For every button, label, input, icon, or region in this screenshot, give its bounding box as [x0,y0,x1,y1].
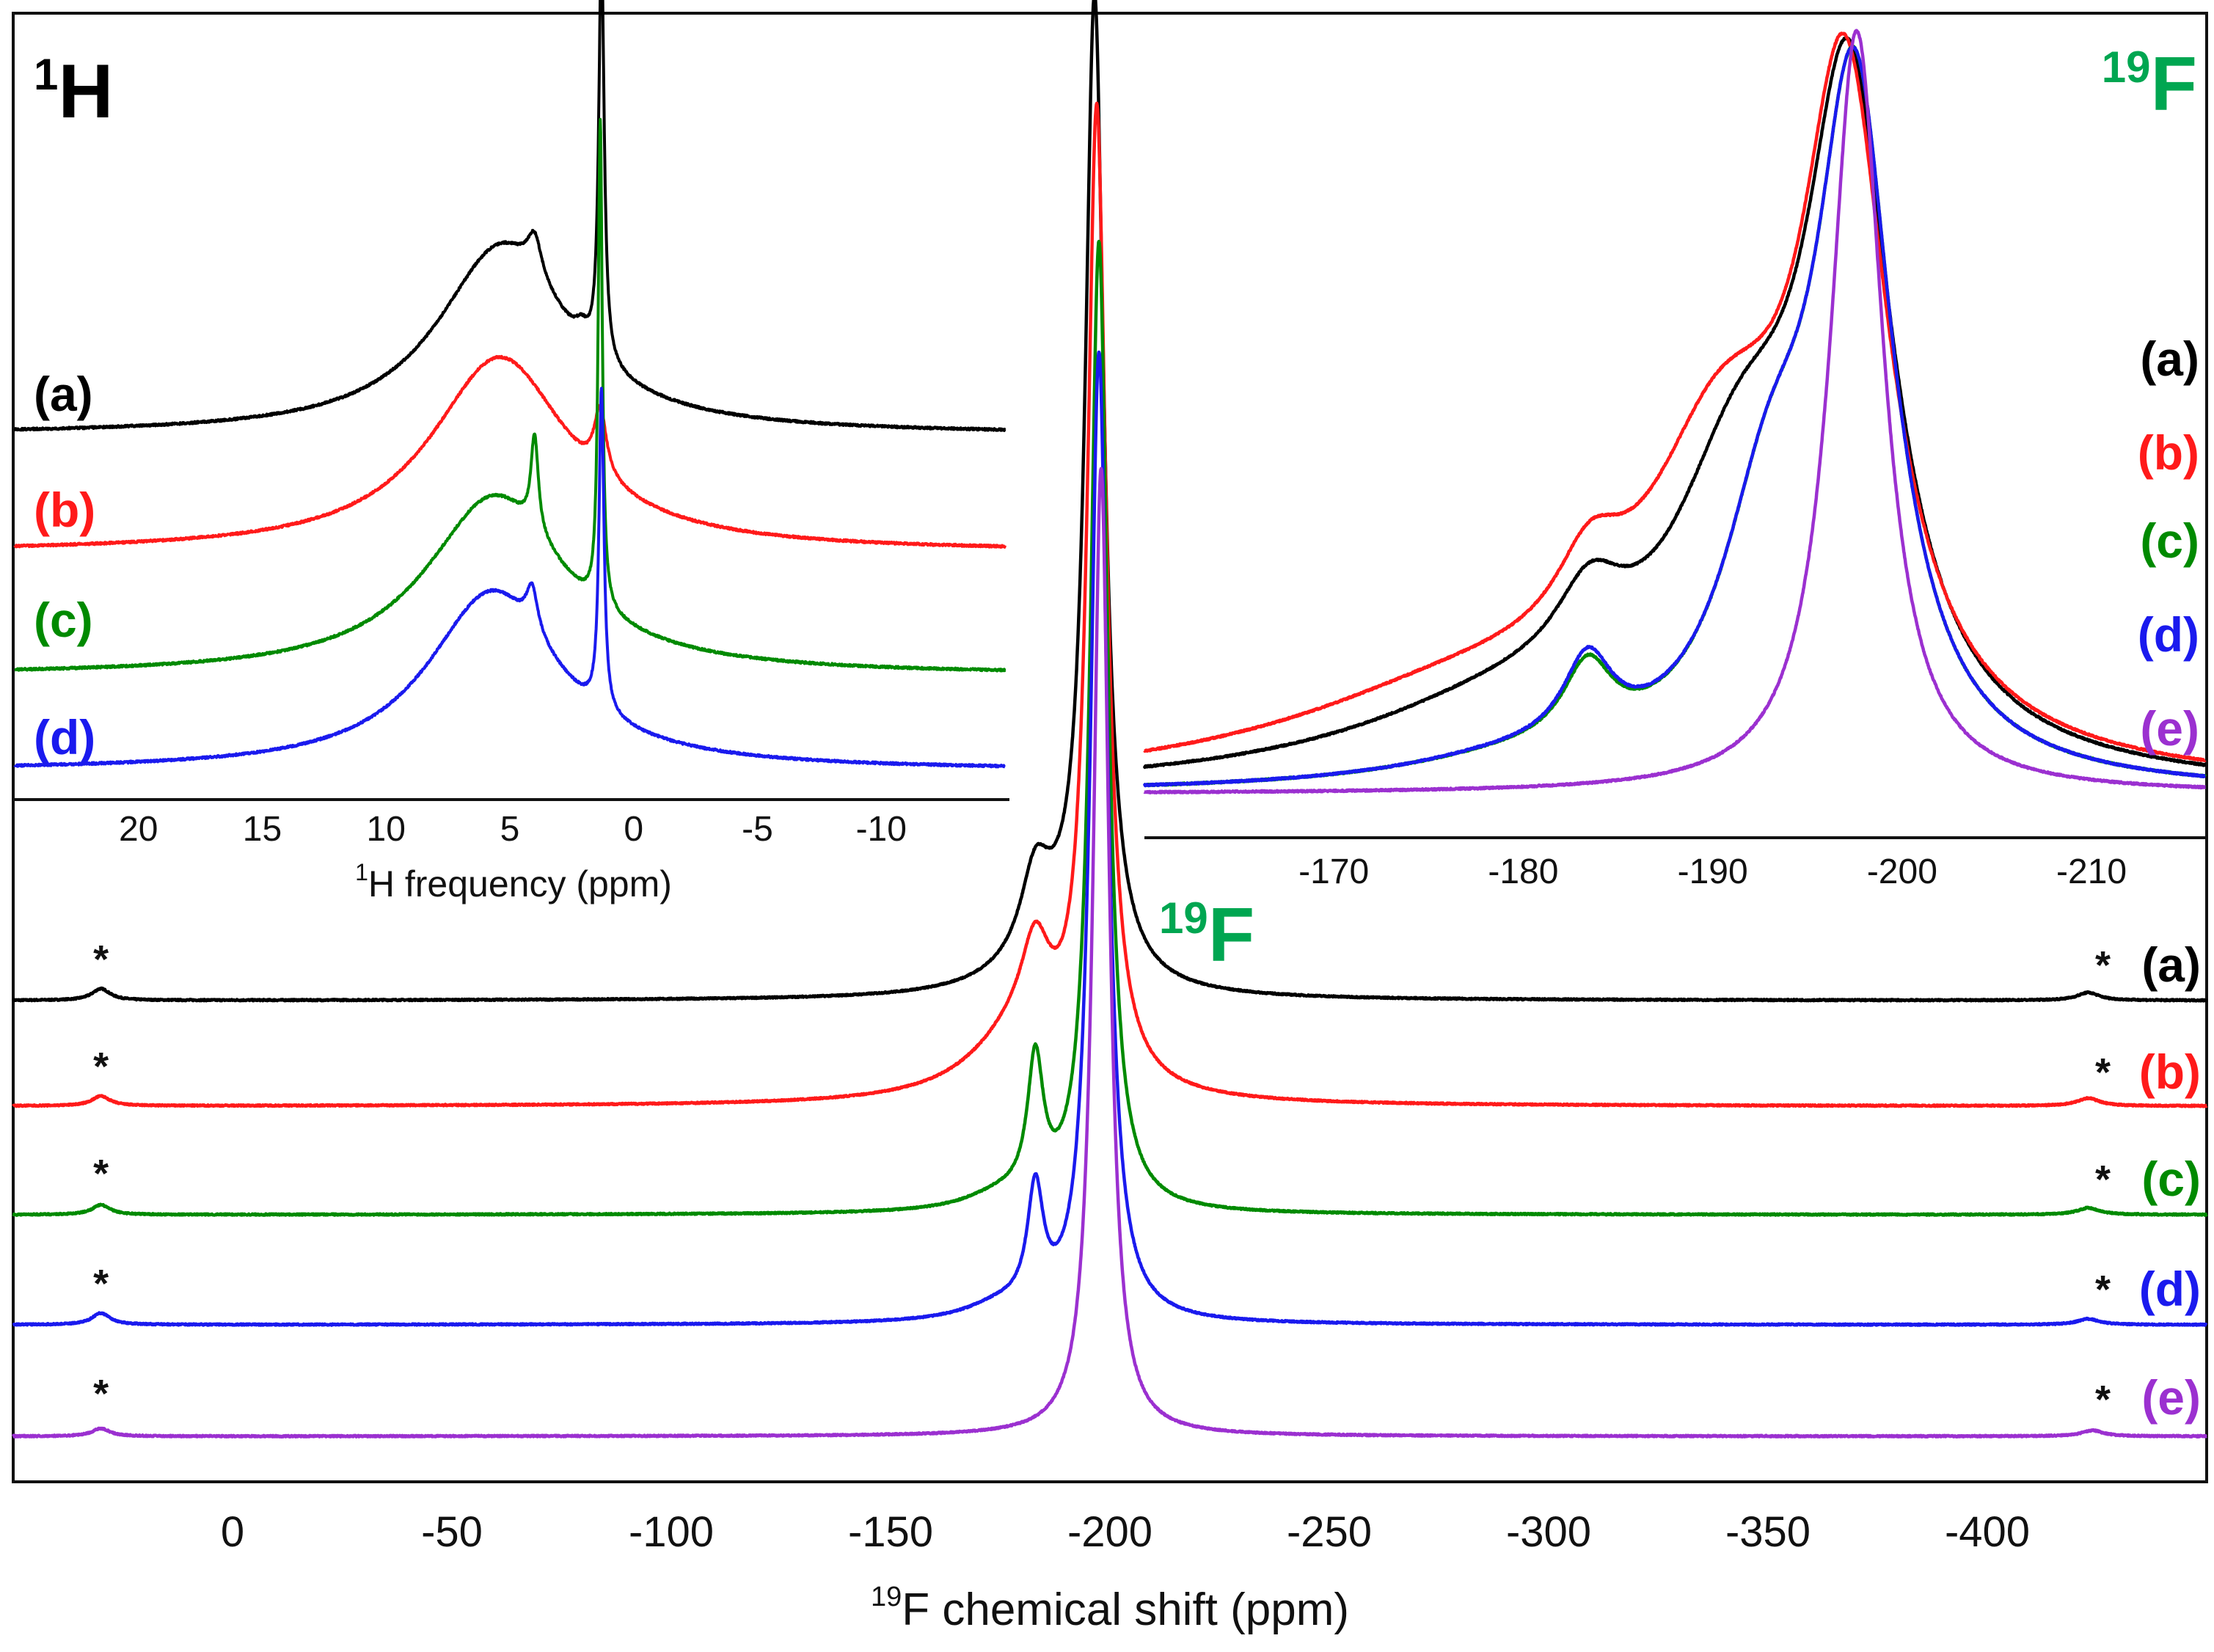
trace-label-c: (c) [2141,1152,2201,1206]
trace-c [12,239,2208,1217]
x-tick-label: -400 [1945,1508,2030,1556]
x-tick-label: -300 [1506,1508,1591,1556]
main-nucleus-label: 19F [1159,893,1254,978]
main-traces [11,0,2208,1439]
x-tick-label: -5 [742,810,773,849]
trace-label-e: (e) [2141,1370,2201,1425]
inset-1H-x-axis-ticks: 20 15 10 5 0 -5 -10 [119,810,907,849]
inset-1H-nucleus-label: 1H [34,49,113,134]
main-x-axis-title: 19F chemical shift (ppm) [871,1582,1349,1635]
inset-19F-background [1144,15,2205,836]
main-x-axis-ticks: 0 -50 -100 -150 -200 -250 -300 -350 -400 [221,1508,2030,1556]
inset-19F-nucleus-label: 19F [2102,42,2197,127]
x-tick-label: 20 [119,810,158,849]
trace-label-d: (d) [2138,607,2199,662]
main-trace-labels: (a) (b) (c) (d) (e) [2139,938,2201,1425]
x-tick-label: -350 [1725,1508,1811,1556]
trace-label-d: (d) [2139,1262,2201,1316]
trace-label-a: (a) [2140,332,2199,386]
sideband-star: * [2095,943,2111,987]
x-tick-label: -200 [1867,852,1937,891]
x-tick-label: -150 [848,1508,933,1556]
main-x-axis-title-text: F chemical shift (ppm) [902,1585,1349,1635]
sideband-star: * [93,1372,109,1416]
x-tick-label: -100 [629,1508,714,1556]
sideband-star: * [93,1045,109,1089]
main-plot-frame [12,12,2208,1483]
trace-label-a: (a) [34,367,93,421]
main-x-axis-title-sup: 19 [871,1582,902,1612]
inset-19F-nucleus-sup: 19 [2102,43,2151,92]
trace-a [1142,36,2207,770]
inset-1H-nucleus-text: H [58,49,113,134]
trace-label-c: (c) [34,593,93,647]
x-tick-label: -10 [856,810,907,849]
inset-19F-trace-labels: (a) (b) (c) (d) (e) [2138,332,2199,756]
trace-b [1143,32,2207,763]
x-tick-label: -210 [2056,852,2127,891]
inset-19F-traces [1142,29,2207,795]
main-nucleus-text: F [1208,893,1255,978]
inset-1H-x-axis-title: 1H frequency (ppm) [355,859,672,904]
x-tick-label: -180 [1488,852,1558,891]
x-tick-label: 0 [624,810,643,849]
sideband-star: * [2095,1378,2111,1422]
sideband-star: * [2095,1158,2111,1202]
inset-1H: 20 15 10 5 0 -5 -10 (a)(b)(c)(d) 1H 1H frequen… [13,0,1009,904]
trace-b [12,101,2208,1108]
x-tick-label: 15 [243,810,282,849]
main-nucleus-sup: 19 [1159,893,1208,943]
trace-label-b: (b) [2138,425,2199,480]
main-plot: * ** ** ** ** * (a)(b)(c)(d)(e) 0 -50 -100 -150-… [11,0,2208,1635]
inset-1H-background [15,15,1009,800]
sideband-star: * [93,1262,109,1306]
trace-label-a: (a) [2141,938,2201,992]
sideband-star: * [2095,1050,2111,1094]
sideband-star: * [2095,1268,2111,1312]
x-tick-label: 5 [500,810,520,849]
trace-a [13,0,1006,432]
trace-label-b: (b) [2139,1045,2201,1099]
sideband-star: * [93,1152,109,1196]
x-tick-label: -250 [1287,1508,1372,1556]
inset-19F: -170 -180 -190 -200 -210 (a) (b) (c) (d) (e) 19F [1142,15,2207,891]
x-tick-label: -50 [421,1508,483,1556]
x-tick-label: 10 [367,810,406,849]
x-tick-label: -170 [1298,852,1369,891]
trace-label-b: (b) [34,483,95,537]
inset-1H-nucleus-sup: 1 [34,50,58,99]
inset-19F-x-axis-ticks: -170 -180 -190 -200 -210 [1298,852,2127,891]
x-tick-label: 0 [221,1508,244,1556]
trace-d [1142,44,2207,788]
sideband-star: * [93,938,109,982]
trace-d [13,387,1006,769]
trace-label-e: (e) [2140,701,2199,756]
x-tick-label: -190 [1678,852,1748,891]
trace-label-c: (c) [2140,513,2199,568]
main-sideband-markers: * * * * * * * * * * [93,938,2111,1422]
trace-e [12,467,2208,1439]
x-tick-label: -200 [1067,1508,1152,1556]
trace-b [13,354,1006,549]
inset-19F-nucleus-text: F [2150,42,2197,127]
trace-c [13,117,1006,673]
trace-e [1143,29,2207,795]
inset-1H-x-axis-title-text: H frequency (ppm) [368,863,672,904]
inset-1H-trace-labels: (a) (b) (c) (d) [34,367,95,764]
trace-label-d: (d) [34,710,95,764]
inset-1H-traces [13,0,1006,769]
inset-1H-x-axis-title-sup: 1 [355,859,368,885]
